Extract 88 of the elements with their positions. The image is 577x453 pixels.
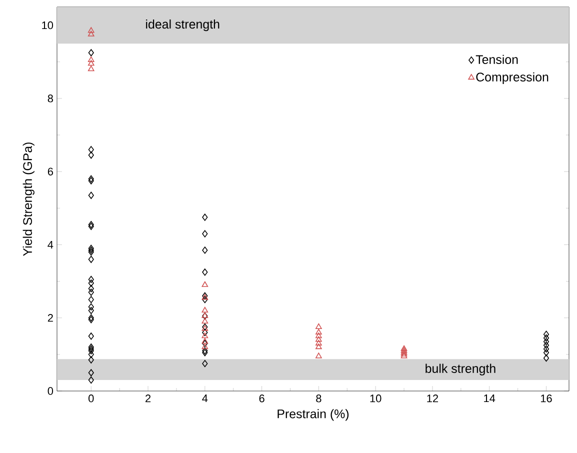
x-tick-label: 12 — [427, 394, 438, 402]
point — [88, 30, 94, 36]
point — [543, 345, 550, 353]
point — [88, 192, 94, 199]
point — [88, 303, 94, 310]
point — [88, 306, 94, 314]
y-tick-label: 0 — [48, 387, 54, 395]
point — [400, 347, 408, 353]
point — [88, 296, 94, 304]
point — [202, 360, 208, 368]
point — [88, 60, 94, 66]
point — [316, 328, 322, 334]
point — [88, 314, 94, 322]
y-tick-label: 8 — [48, 94, 53, 102]
y-tick-label: 6 — [48, 168, 53, 176]
point — [88, 152, 94, 159]
point — [202, 349, 208, 356]
point — [88, 344, 94, 351]
point — [88, 276, 94, 284]
point — [88, 146, 94, 154]
point — [316, 340, 322, 346]
point — [88, 356, 94, 364]
point — [88, 221, 94, 228]
x-tick-label: 8 — [316, 394, 322, 402]
point — [202, 328, 208, 336]
point — [88, 56, 94, 62]
point — [202, 318, 208, 324]
x-tick-label: 6 — [259, 394, 264, 402]
point — [88, 222, 94, 230]
band-label: ideal strength — [146, 19, 220, 32]
point — [543, 330, 550, 338]
point — [543, 338, 550, 346]
point — [543, 354, 550, 362]
point — [88, 369, 94, 376]
point — [202, 340, 208, 348]
point — [88, 316, 94, 324]
point — [202, 281, 208, 287]
band-label: bulk strength — [426, 364, 496, 376]
y-tick-label: 4 — [48, 240, 54, 248]
x-axis-title: Prestrain (%) — [278, 409, 349, 421]
y-tick-label: 10 — [42, 21, 54, 30]
point — [316, 344, 322, 350]
point — [202, 296, 208, 304]
point — [88, 66, 94, 72]
point — [202, 338, 208, 344]
point — [202, 332, 208, 338]
point — [316, 332, 322, 338]
point — [202, 268, 208, 276]
point — [88, 49, 94, 56]
point — [202, 214, 208, 221]
point — [88, 285, 94, 292]
point — [400, 352, 408, 358]
point — [543, 342, 550, 349]
x-tick-label: 14 — [484, 394, 496, 402]
point — [88, 345, 94, 353]
x-tick-label: 2 — [146, 394, 151, 402]
x-tick-label: 16 — [540, 394, 552, 402]
point — [400, 345, 408, 351]
point — [88, 248, 94, 256]
legend-label: Tension — [476, 54, 518, 64]
point — [88, 376, 94, 384]
point — [88, 280, 94, 287]
point — [202, 230, 208, 238]
point — [88, 175, 94, 182]
y-tick-label: 2 — [48, 314, 53, 322]
point — [88, 347, 94, 354]
x-tick-label: 0 — [88, 394, 94, 402]
point — [202, 306, 208, 313]
x-tick-label: 4 — [202, 394, 208, 402]
point — [88, 256, 94, 263]
point — [202, 344, 208, 350]
point — [202, 246, 208, 254]
legend-label: Compression — [476, 72, 548, 84]
point — [316, 352, 322, 358]
point — [88, 27, 94, 33]
point — [88, 288, 94, 296]
x-tick-label: 10 — [370, 394, 382, 402]
point — [88, 246, 94, 254]
point — [316, 336, 322, 342]
point — [202, 347, 208, 354]
point — [88, 332, 94, 340]
y-axis-title: Yield Strength (GPa) — [22, 142, 34, 256]
point — [88, 244, 94, 252]
point — [88, 177, 94, 184]
point — [88, 350, 94, 358]
point — [316, 323, 322, 329]
point — [543, 349, 550, 356]
point — [543, 334, 550, 342]
